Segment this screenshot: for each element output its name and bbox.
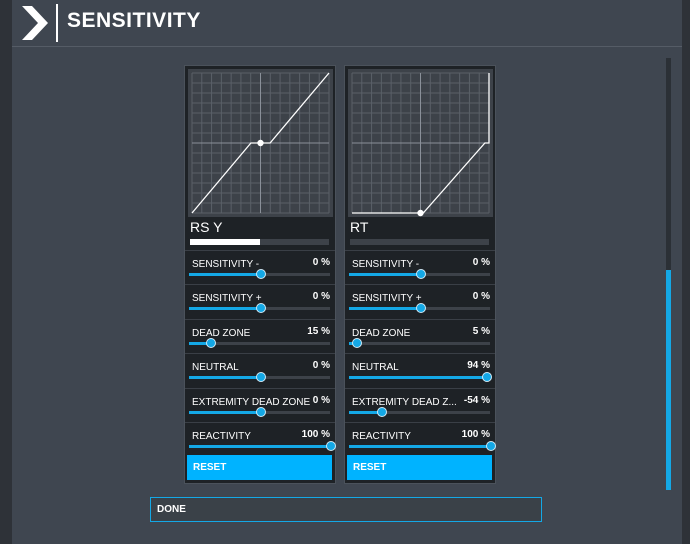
slider-track[interactable] [189,441,336,451]
param-value: 0 % [312,394,330,406]
slider-fill [189,273,260,276]
param-row-sensitivity: SENSITIVITY + 0 % [185,284,335,319]
slider-fill [349,445,490,448]
param-value: -54 % [463,394,490,406]
slider-track[interactable] [189,372,330,383]
param-label: DEAD ZONE [352,327,411,339]
slider-fill [349,273,420,276]
param-row-neutral: NEUTRAL 94 % [345,353,495,388]
slider-knob[interactable] [206,337,217,348]
param-value: 0 % [472,257,490,268]
slider-knob[interactable] [415,269,426,279]
param-row-sensitivity: SENSITIVITY - 0 % [345,250,495,285]
param-row-reactivity: REACTIVITY 100 % [185,422,336,457]
reset-button[interactable]: RESET [187,455,332,480]
param-label: EXTREMITY DEAD Z... [352,396,457,408]
param-label: DEAD ZONE [192,327,251,339]
slider-fill [189,376,260,380]
axis-name: RS Y [190,219,223,235]
param-row-extremity-dead-z: EXTREMITY DEAD Z... -54 % [345,387,495,423]
param-value: 0 % [472,291,490,303]
header-bar: SENSITIVITY [12,0,682,47]
slider-knob[interactable] [255,269,266,279]
slider-knob[interactable] [481,372,492,383]
param-value: 100 % [461,429,490,440]
response-curve-graph [188,69,333,217]
param-row-extremity-dead-zone: EXTREMITY DEAD ZONE 0 % [185,387,335,423]
param-row-sensitivity: SENSITIVITY - 0 % [185,250,335,285]
param-label: REACTIVITY [192,431,251,442]
slider-track[interactable] [189,269,330,279]
slider-fill [189,307,260,311]
param-label: NEUTRAL [192,362,239,374]
axis-name: RT [350,219,369,235]
title-divider [56,4,58,42]
slider-knob[interactable] [377,406,388,417]
slider-knob[interactable] [486,441,496,451]
param-label: NEUTRAL [352,362,399,374]
reset-button[interactable]: RESET [347,455,492,480]
slider-knob[interactable] [255,303,266,314]
slider-track[interactable] [189,303,330,314]
slider-knob[interactable] [326,441,336,451]
back-chevron-icon[interactable] [22,6,48,40]
scrollbar-thumb[interactable] [666,270,671,490]
slider-fill [189,410,260,414]
slider-fill [189,341,211,345]
slider-knob[interactable] [255,372,266,383]
slider-track[interactable] [349,441,496,451]
param-row-reactivity: REACTIVITY 100 % [345,422,496,457]
slider-track[interactable] [349,337,490,348]
slider-knob[interactable] [352,337,363,348]
axis-input-bar [190,239,329,245]
param-row-sensitivity: SENSITIVITY + 0 % [345,284,495,319]
param-value: 5 % [472,325,490,337]
axis-panel-rt: RT SENSITIVITY - 0 % SENSITIVITY + 0 % DEAD … [344,65,496,484]
slider-track[interactable] [349,269,490,279]
param-value: 0 % [312,360,330,372]
slider-track[interactable] [189,406,330,417]
param-label: EXTREMITY DEAD ZONE [192,396,311,408]
param-label: SENSITIVITY - [352,259,420,270]
slider-track[interactable] [349,406,490,417]
slider-fill [189,445,330,448]
slider-fill [349,410,382,414]
page-title: SENSITIVITY [67,9,201,32]
slider-fill [349,307,420,311]
param-row-neutral: NEUTRAL 0 % [185,353,335,388]
param-label: SENSITIVITY - [192,259,260,270]
slider-knob[interactable] [415,303,426,314]
axis-panel-rs-y: RS Y SENSITIVITY - 0 % SENSITIVITY + 0 % DEA… [184,65,336,484]
slider-track[interactable] [189,337,330,348]
param-label: REACTIVITY [352,431,411,442]
param-row-dead-zone: DEAD ZONE 15 % [185,318,335,354]
slider-fill [349,376,486,380]
param-label: SENSITIVITY + [192,293,262,305]
slider-track[interactable] [349,303,490,314]
slider-knob[interactable] [255,406,266,417]
param-value: 94 % [467,360,490,372]
param-value: 0 % [312,291,330,303]
param-value: 15 % [307,325,330,337]
done-button[interactable]: DONE [150,497,542,522]
param-label: SENSITIVITY + [352,293,422,305]
param-value: 100 % [301,429,330,440]
axis-input-bar [350,239,489,245]
response-curve-graph [348,69,493,217]
param-row-dead-zone: DEAD ZONE 5 % [345,318,495,354]
axis-input-fill [190,239,260,245]
slider-track[interactable] [349,372,492,383]
param-value: 0 % [312,257,330,268]
